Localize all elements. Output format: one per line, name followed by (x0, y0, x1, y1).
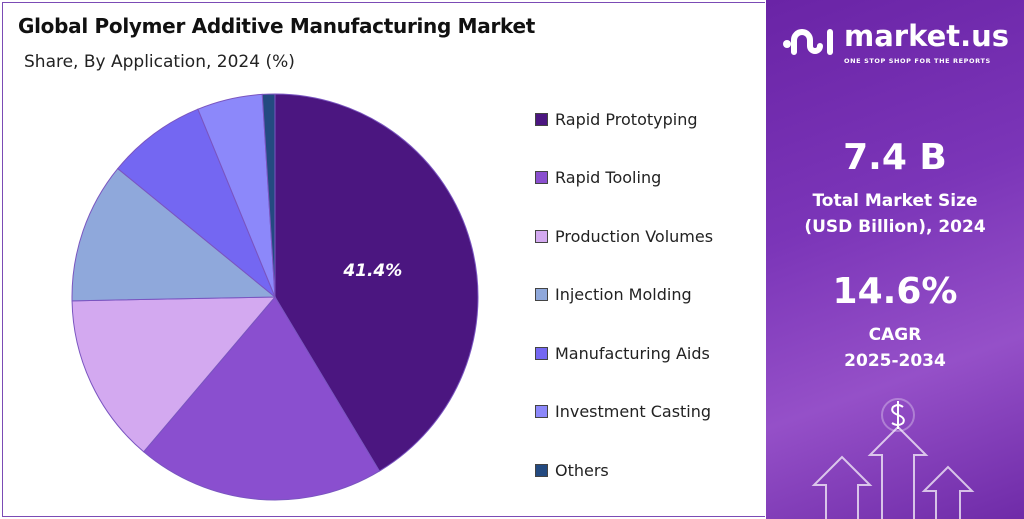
legend: Rapid Prototyping Rapid Tooling Production… (535, 90, 713, 500)
legend-label: Others (555, 460, 609, 480)
market-size-label-1: Total Market Size (812, 191, 978, 211)
data-label: 41.4% (342, 261, 402, 281)
pie-slice-injection-molding (71, 167, 277, 302)
legend-label: Investment Casting (555, 402, 712, 422)
legend-item: Manufacturing Aids (535, 324, 713, 383)
stats-panel: market.us ONE STOP SHOP FOR THE REPORTS … (766, 0, 1024, 519)
brand-name: market.us (844, 19, 1010, 53)
pie-slice-rapid-prototyping (274, 93, 479, 472)
legend-label: Production Volumes (555, 226, 714, 246)
legend-swatch (535, 405, 548, 419)
chart-title: Global Polymer Additive Manufacturing Ma… (18, 14, 536, 38)
cagr-label-1: CAGR (868, 325, 922, 345)
legend-label: Rapid Prototyping (555, 109, 698, 129)
legend-swatch (535, 112, 548, 126)
pie-slice-others (261, 93, 276, 298)
legend-item: Injection Molding (535, 266, 713, 325)
legend-item: Rapid Prototyping (535, 90, 713, 149)
legend-swatch (535, 463, 548, 477)
cagr-value: 14.6% (832, 271, 958, 312)
legend-label: Manufacturing Aids (555, 343, 710, 363)
cagr-label-2: 2025-2034 (844, 351, 946, 371)
legend-swatch (535, 346, 548, 360)
market-us-logo-icon (783, 29, 833, 55)
pie-slice-production-volumes (71, 296, 277, 453)
legend-item: Rapid Tooling (535, 149, 713, 208)
market-size-value: 7.4 B (843, 137, 947, 178)
legend-swatch (535, 288, 548, 302)
legend-swatch (535, 171, 548, 185)
legend-item: Others (535, 441, 713, 500)
chart-subtitle: Share, By Application, 2024 (%) (24, 52, 295, 72)
legend-swatch (535, 229, 548, 243)
pie-chart: 41.4% (71, 93, 479, 501)
legend-item: Investment Casting (535, 383, 713, 442)
legend-label: Rapid Tooling (555, 168, 662, 188)
brand-tagline: ONE STOP SHOP FOR THE REPORTS (844, 57, 991, 65)
legend-item: Production Volumes (535, 207, 713, 266)
growth-arrows-icon (811, 398, 975, 519)
market-size-label-2: (USD Billion), 2024 (804, 217, 986, 237)
legend-label: Injection Molding (555, 285, 692, 305)
pie-slice-manufacturing-aids (117, 108, 276, 298)
pie-slice-rapid-tooling (142, 296, 381, 501)
brand-logo: market.us ONE STOP SHOP FOR THE REPORTS (782, 18, 1009, 66)
